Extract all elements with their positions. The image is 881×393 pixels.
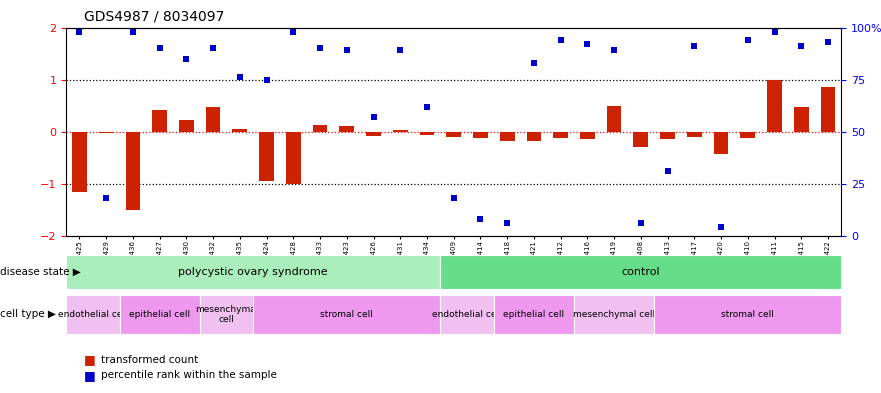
Text: ■: ■ — [84, 369, 95, 382]
Bar — [206, 107, 220, 132]
Bar — [126, 132, 140, 210]
Point — [206, 45, 220, 51]
Text: stromal cell: stromal cell — [321, 310, 374, 319]
Text: polycystic ovary syndrome: polycystic ovary syndrome — [178, 267, 328, 277]
Bar — [473, 132, 488, 138]
Bar — [687, 132, 701, 137]
Bar — [72, 132, 87, 191]
Point — [72, 29, 86, 35]
Text: stromal cell: stromal cell — [722, 310, 774, 319]
Bar — [447, 132, 461, 137]
Bar — [580, 132, 595, 139]
Text: cell type ▶: cell type ▶ — [0, 309, 56, 320]
Point — [607, 47, 621, 53]
Bar — [419, 132, 434, 135]
Point — [100, 195, 114, 202]
Bar — [393, 130, 408, 132]
Text: epithelial cell: epithelial cell — [130, 310, 190, 319]
Point — [233, 74, 247, 81]
Point — [661, 168, 675, 174]
Point — [180, 55, 194, 62]
Text: ■: ■ — [84, 353, 95, 366]
Point — [447, 195, 461, 202]
Bar — [633, 132, 648, 147]
Point — [286, 29, 300, 35]
Bar — [313, 125, 328, 132]
Text: endothelial cell: endothelial cell — [433, 310, 502, 319]
Bar — [527, 132, 541, 141]
Point — [126, 29, 140, 35]
Bar — [259, 132, 274, 181]
Bar — [607, 106, 621, 132]
Point — [581, 41, 595, 47]
Bar — [500, 132, 515, 141]
Point — [152, 45, 167, 51]
Point — [420, 103, 434, 110]
Point — [313, 45, 327, 51]
Text: mesenchymal
cell: mesenchymal cell — [195, 305, 258, 324]
Point — [500, 220, 515, 226]
Bar — [767, 79, 781, 132]
Bar — [714, 132, 729, 154]
Text: epithelial cell: epithelial cell — [503, 310, 565, 319]
Point — [366, 114, 381, 120]
Bar — [820, 87, 835, 132]
Bar — [152, 110, 167, 132]
Text: disease state ▶: disease state ▶ — [0, 267, 81, 277]
Bar — [366, 132, 381, 136]
Point — [714, 224, 728, 231]
Bar — [286, 132, 300, 184]
Text: percentile rank within the sample: percentile rank within the sample — [101, 370, 278, 380]
Point — [633, 220, 648, 226]
Point — [821, 39, 835, 45]
Bar — [99, 132, 114, 133]
Point — [393, 47, 407, 53]
Point — [687, 43, 701, 50]
Point — [473, 216, 487, 222]
Point — [794, 43, 808, 50]
Text: mesenchymal cell: mesenchymal cell — [573, 310, 655, 319]
Bar — [233, 129, 248, 132]
Text: control: control — [621, 267, 660, 277]
Bar — [660, 132, 675, 139]
Text: endothelial cell: endothelial cell — [58, 310, 128, 319]
Text: GDS4987 / 8034097: GDS4987 / 8034097 — [84, 10, 224, 24]
Bar — [339, 127, 354, 132]
Point — [260, 76, 274, 83]
Point — [741, 37, 755, 43]
Point — [553, 37, 567, 43]
Bar — [179, 120, 194, 132]
Bar — [740, 132, 755, 138]
Point — [767, 29, 781, 35]
Point — [340, 47, 354, 53]
Text: transformed count: transformed count — [101, 354, 198, 365]
Bar — [794, 107, 809, 132]
Bar — [553, 132, 568, 138]
Point — [527, 60, 541, 66]
